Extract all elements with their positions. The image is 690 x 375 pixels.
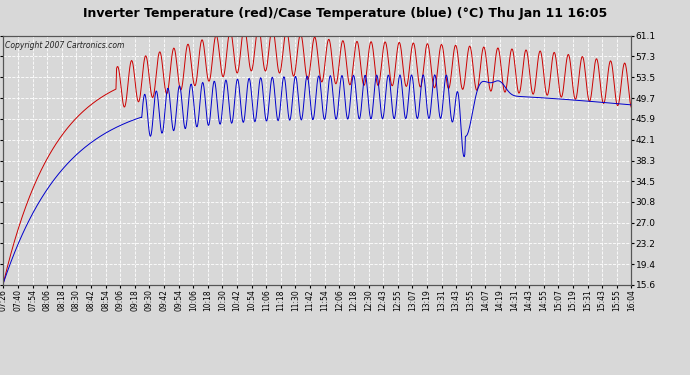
Text: Inverter Temperature (red)/Case Temperature (blue) (°C) Thu Jan 11 16:05: Inverter Temperature (red)/Case Temperat… bbox=[83, 8, 607, 21]
Text: Copyright 2007 Cartronics.com: Copyright 2007 Cartronics.com bbox=[5, 40, 124, 50]
